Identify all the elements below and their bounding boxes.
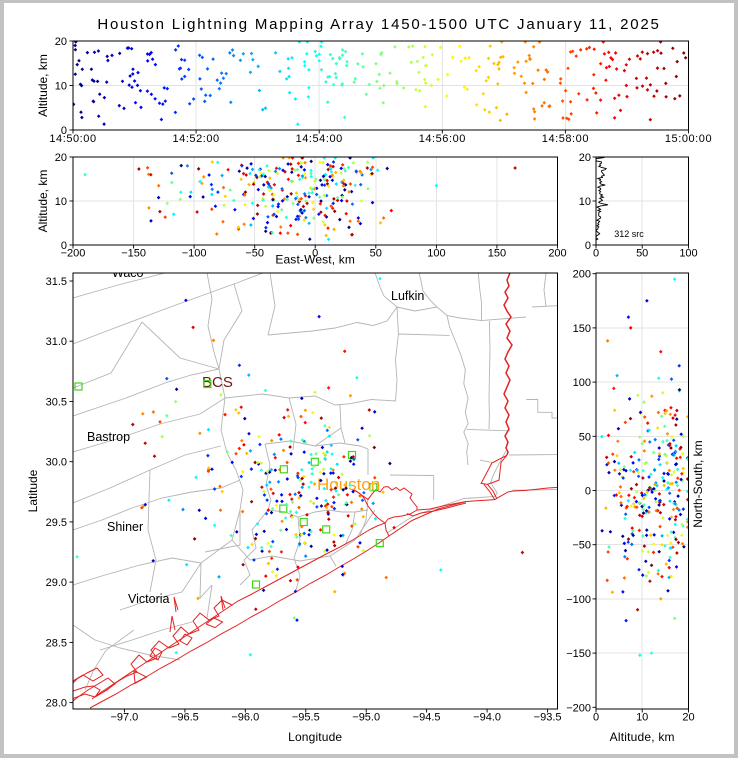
svg-text:Longitude: Longitude bbox=[288, 730, 342, 744]
svg-text:31.5: 31.5 bbox=[46, 276, 67, 288]
svg-text:−95.0: −95.0 bbox=[352, 712, 380, 724]
svg-text:Victoria: Victoria bbox=[128, 592, 170, 606]
svg-text:0: 0 bbox=[585, 240, 591, 252]
svg-text:10: 10 bbox=[55, 81, 67, 93]
svg-text:312 src: 312 src bbox=[614, 229, 644, 239]
svg-text:10: 10 bbox=[579, 196, 591, 208]
svg-text:200: 200 bbox=[548, 248, 566, 260]
svg-text:14:54:00: 14:54:00 bbox=[296, 133, 343, 145]
svg-text:−150: −150 bbox=[121, 248, 146, 260]
svg-text:14:56:00: 14:56:00 bbox=[419, 133, 466, 145]
svg-text:Houston Lightning Mapping Arra: Houston Lightning Mapping Array 1450-150… bbox=[97, 16, 660, 33]
svg-text:−95.5: −95.5 bbox=[292, 712, 320, 724]
svg-text:50: 50 bbox=[579, 431, 591, 443]
svg-text:20: 20 bbox=[579, 152, 591, 164]
svg-text:0: 0 bbox=[61, 240, 67, 252]
svg-text:East-West, km: East-West, km bbox=[275, 253, 355, 267]
svg-text:−50: −50 bbox=[245, 248, 264, 260]
svg-text:−96.0: −96.0 bbox=[231, 712, 259, 724]
svg-text:−96.5: −96.5 bbox=[171, 712, 199, 724]
svg-text:0: 0 bbox=[61, 125, 67, 137]
svg-text:14:58:00: 14:58:00 bbox=[542, 133, 589, 145]
svg-text:−97.0: −97.0 bbox=[110, 712, 138, 724]
svg-text:−94.0: −94.0 bbox=[473, 712, 501, 724]
svg-text:−200: −200 bbox=[61, 248, 86, 260]
svg-text:29.0: 29.0 bbox=[46, 577, 67, 589]
svg-text:Altitude, km: Altitude, km bbox=[610, 730, 675, 744]
svg-text:100: 100 bbox=[427, 248, 445, 260]
svg-text:0: 0 bbox=[593, 712, 599, 724]
svg-text:20: 20 bbox=[682, 712, 694, 724]
svg-text:0: 0 bbox=[593, 248, 599, 260]
svg-text:−150: −150 bbox=[566, 648, 591, 660]
svg-text:30.0: 30.0 bbox=[46, 457, 67, 469]
svg-text:Houston: Houston bbox=[317, 475, 380, 494]
svg-text:31.0: 31.0 bbox=[46, 336, 67, 348]
svg-text:−93.5: −93.5 bbox=[534, 712, 562, 724]
svg-text:50: 50 bbox=[370, 248, 382, 260]
svg-text:Lufkin: Lufkin bbox=[391, 289, 424, 303]
svg-text:14:52:00: 14:52:00 bbox=[172, 133, 219, 145]
svg-text:10: 10 bbox=[55, 196, 67, 208]
svg-text:10: 10 bbox=[636, 712, 648, 724]
svg-text:Latitude: Latitude bbox=[26, 469, 40, 512]
svg-text:28.5: 28.5 bbox=[46, 637, 67, 649]
svg-text:50: 50 bbox=[636, 248, 648, 260]
svg-text:0: 0 bbox=[585, 486, 591, 498]
svg-text:28.0: 28.0 bbox=[46, 698, 67, 710]
svg-text:200: 200 bbox=[573, 269, 591, 281]
svg-text:−100: −100 bbox=[566, 594, 591, 606]
svg-text:Bastrop: Bastrop bbox=[87, 430, 130, 444]
svg-text:BCS: BCS bbox=[202, 374, 233, 391]
svg-text:100: 100 bbox=[679, 248, 697, 260]
svg-text:Waco: Waco bbox=[112, 266, 144, 280]
svg-text:Shiner: Shiner bbox=[107, 520, 143, 534]
svg-text:150: 150 bbox=[573, 323, 591, 335]
svg-text:150: 150 bbox=[488, 248, 506, 260]
svg-text:−94.5: −94.5 bbox=[413, 712, 441, 724]
svg-text:Altitude, km: Altitude, km bbox=[36, 54, 50, 117]
svg-text:20: 20 bbox=[55, 152, 67, 164]
svg-text:−50: −50 bbox=[572, 540, 591, 552]
svg-text:29.5: 29.5 bbox=[46, 517, 67, 529]
svg-text:0: 0 bbox=[312, 248, 318, 260]
svg-text:30.5: 30.5 bbox=[46, 397, 67, 409]
svg-text:14:50:00: 14:50:00 bbox=[49, 133, 96, 145]
svg-text:North-South, km: North-South, km bbox=[691, 440, 705, 527]
svg-text:15:00:00: 15:00:00 bbox=[665, 133, 712, 145]
svg-text:−100: −100 bbox=[182, 248, 207, 260]
svg-text:20: 20 bbox=[55, 36, 67, 48]
svg-text:−200: −200 bbox=[566, 702, 591, 714]
svg-text:100: 100 bbox=[573, 377, 591, 389]
svg-text:Altitude, km: Altitude, km bbox=[36, 170, 50, 233]
